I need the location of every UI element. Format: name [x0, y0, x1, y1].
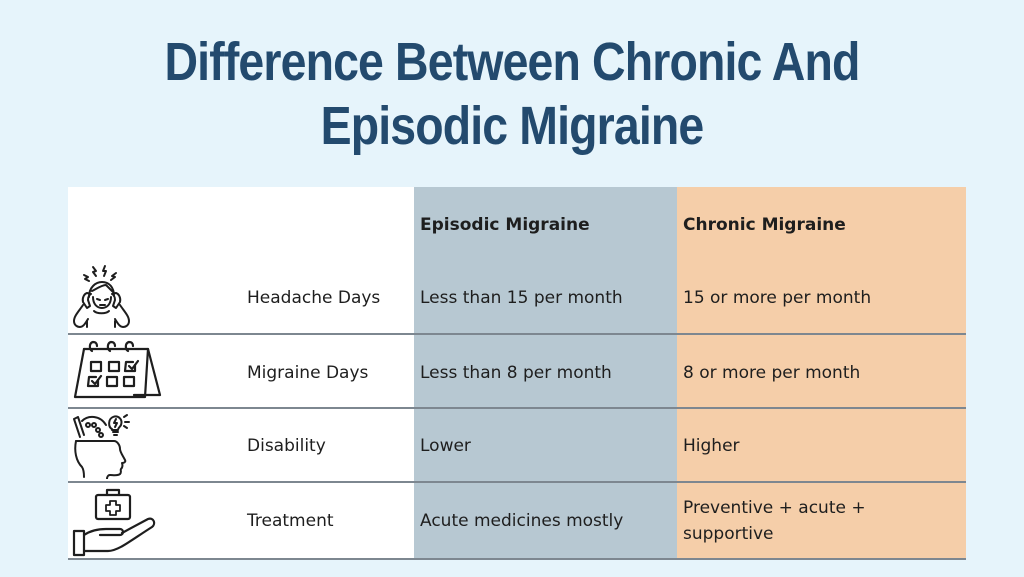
chronic-migraine-days: 8 or more per month: [683, 363, 861, 383]
hand-medical-kit-icon: [72, 487, 162, 557]
comparison-table: Episodic Migraine Chronic Migraine Heada…: [68, 187, 966, 560]
episodic-migraine-days: Less than 8 per month: [420, 363, 612, 383]
header-episodic: Episodic Migraine: [420, 215, 590, 235]
row-divider: [68, 407, 966, 409]
row-label-migraine-days: Migraine Days: [247, 363, 369, 383]
page-title: Difference Between Chronic And Episodic …: [72, 30, 953, 158]
row-label-disability: Disability: [247, 436, 326, 456]
chronic-treatment: Preventive + acute + supportive: [683, 498, 866, 544]
title-line-1: Difference Between Chronic And: [164, 32, 860, 92]
row-divider: [68, 481, 966, 483]
episodic-column-background: [414, 187, 677, 559]
row-divider: [68, 558, 966, 560]
row-label-treatment: Treatment: [247, 511, 334, 531]
row-divider: [68, 333, 966, 335]
chronic-disability: Higher: [683, 436, 740, 456]
title-line-2: Episodic Migraine: [320, 96, 705, 156]
episodic-headache-days: Less than 15 per month: [420, 288, 623, 308]
episodic-treatment: Acute medicines mostly: [420, 511, 624, 531]
row-label-headache-days: Headache Days: [247, 288, 381, 308]
headache-person-icon: [72, 263, 130, 329]
episodic-disability: Lower: [420, 436, 471, 456]
header-chronic: Chronic Migraine: [683, 215, 846, 235]
calendar-checkmarks-icon: [72, 339, 164, 403]
chronic-headache-days: 15 or more per month: [683, 288, 872, 308]
head-ideas-icon: [72, 413, 132, 479]
chronic-column-background: [677, 187, 966, 559]
